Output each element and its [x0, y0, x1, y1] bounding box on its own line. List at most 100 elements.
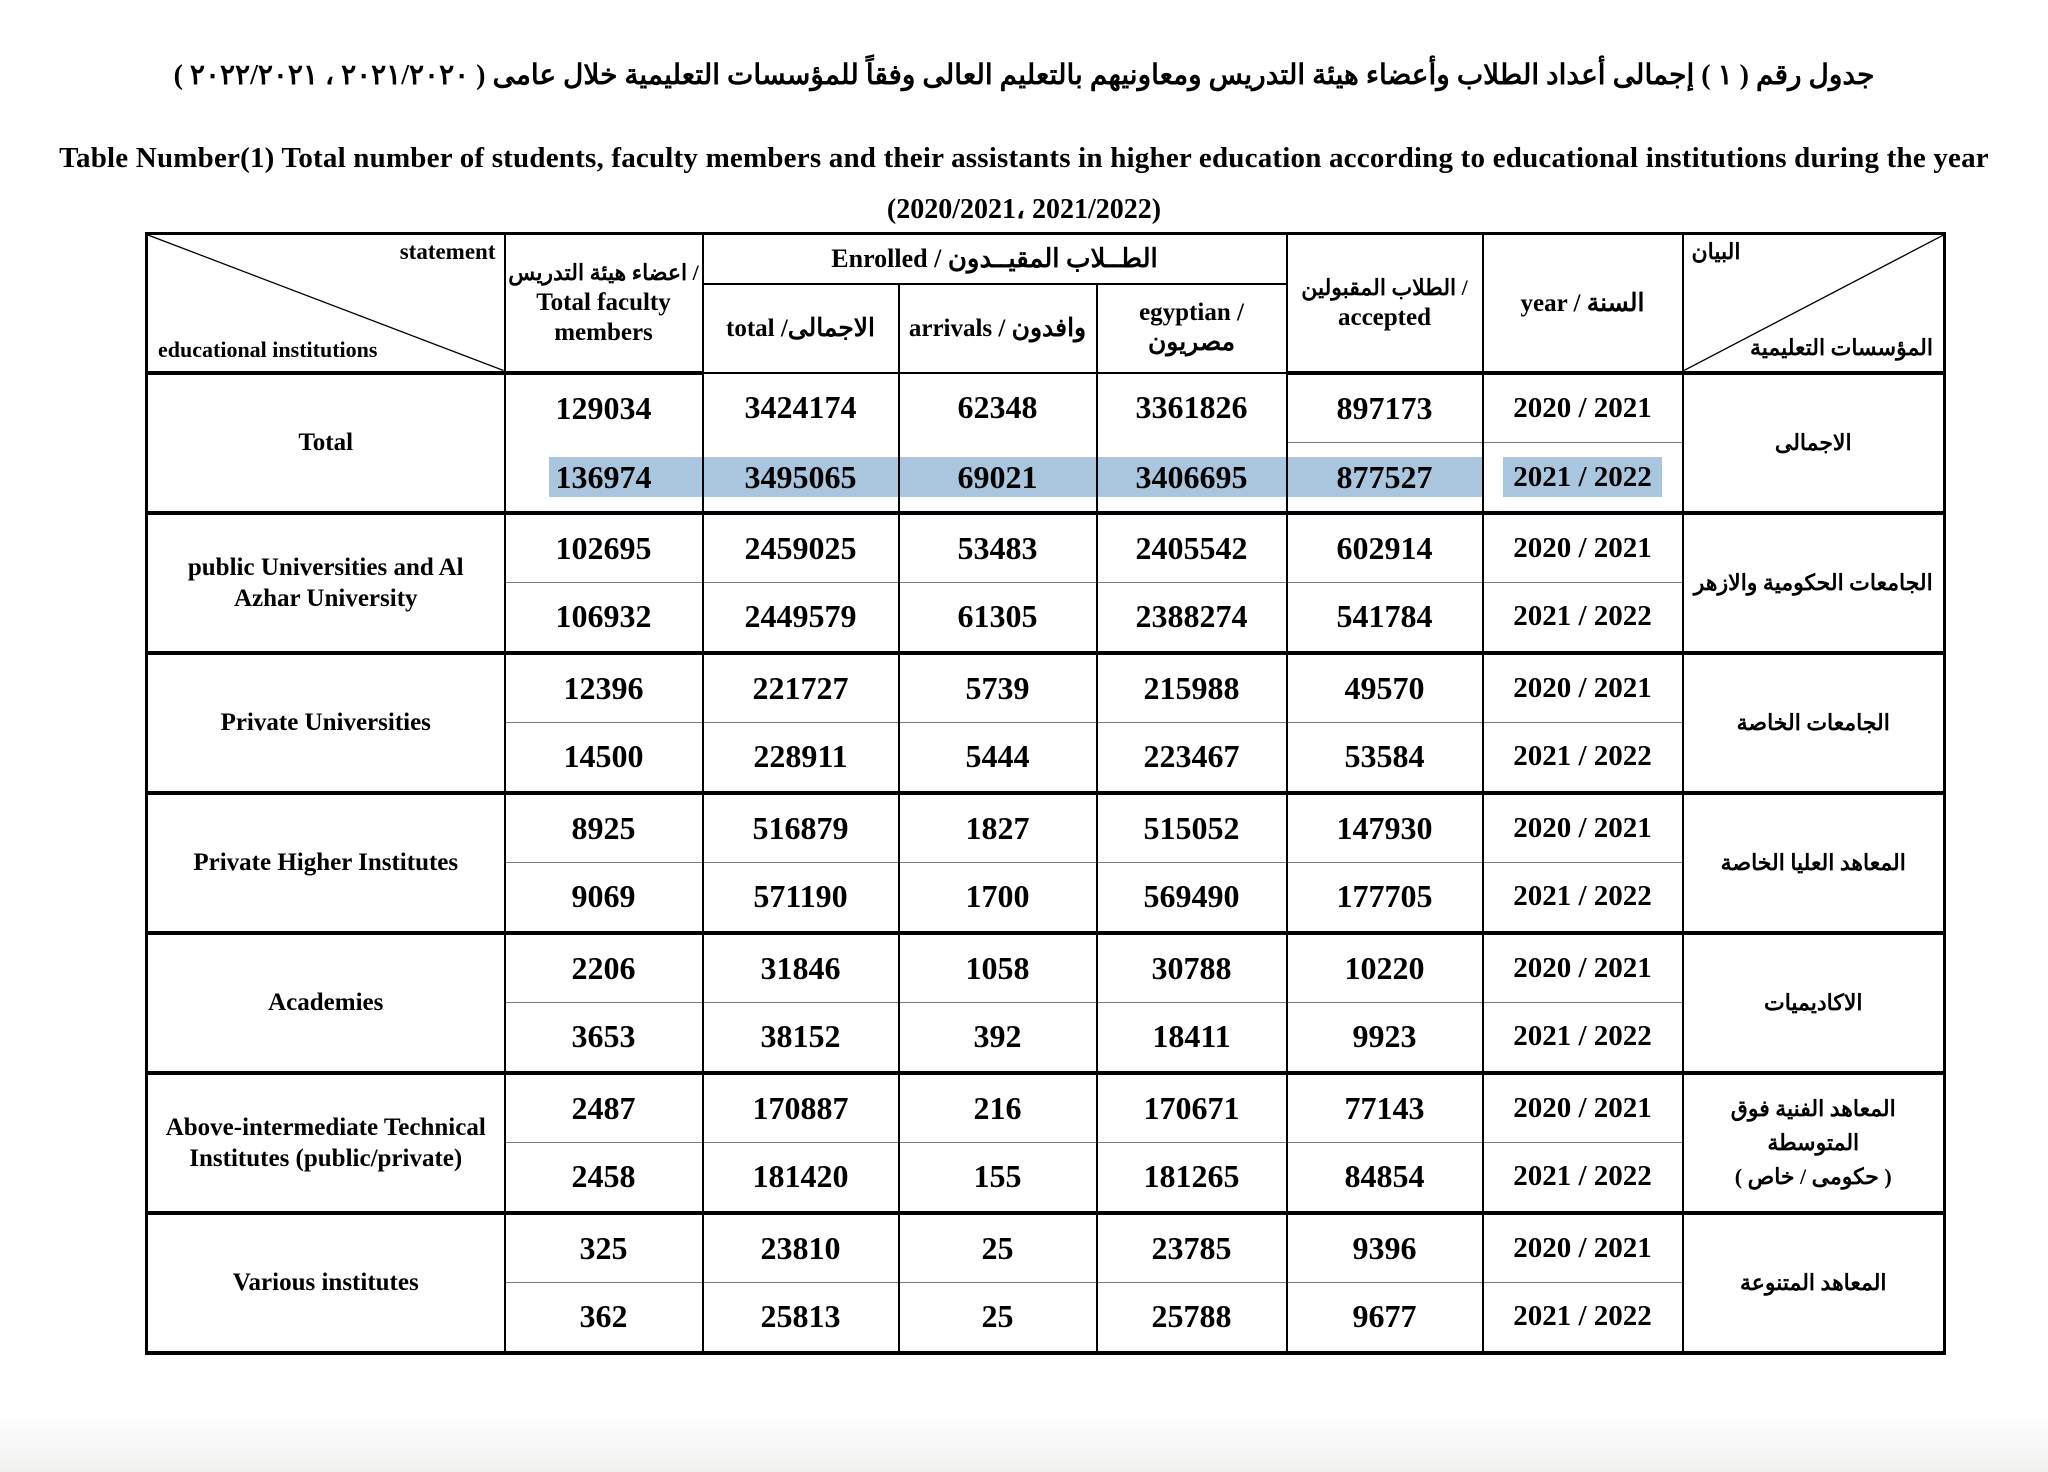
cell-arrivals: 392: [897, 1002, 1098, 1075]
header-bayan-cell: البيان المؤسسات التعليمية: [1681, 232, 1946, 375]
row-label-ar-technical-institutes: المعاهد الفنية فوق المتوسطة ( حكومى / خا…: [1681, 1071, 1946, 1215]
cell-arrivals: 5444: [897, 722, 1098, 795]
table-row-various-institutes-2020: Various institutes 325 23810 25 23785 93…: [145, 1211, 1946, 1355]
table-row-total-2021: 136974 3495065 69021 3406695 877527 2021…: [147, 442, 1945, 515]
cell-year-highlighted: 2021 / 2022: [1481, 442, 1684, 515]
table-row-various-institutes-2021: 362 25813 25 25788 9677 2021 / 2022: [147, 1282, 1945, 1355]
cell-year: 2021 / 2022: [1481, 1142, 1684, 1215]
cell-faculty: 2487: [503, 1071, 704, 1143]
cell-arrivals: 1827: [897, 791, 1098, 863]
table-row-public-universities-2020: public Universities and Al Azhar Univers…: [145, 511, 1946, 655]
cell-accepted: 53584: [1285, 722, 1484, 795]
table-row-private-universities-2020: Private Universities 12396 221727 5739 2…: [145, 651, 1946, 795]
cell-egyptian-highlighted: 3406695: [1095, 442, 1288, 515]
cell-accepted: 9677: [1285, 1282, 1484, 1355]
cell-arrivals: 62348: [897, 371, 1098, 443]
cell-accepted: 897173: [1285, 371, 1484, 443]
cell-egyptian: 2405542: [1095, 511, 1288, 583]
cell-total: 228911: [701, 722, 900, 795]
cell-faculty: 3653: [503, 1002, 704, 1075]
cell-accepted: 147930: [1285, 791, 1484, 863]
table-row-private-higher-institutes-2020: Private Higher Institutes 8925 516879 18…: [145, 791, 1946, 935]
cell-egyptian: 3361826: [1095, 371, 1288, 443]
row-label-en-public-universities: public Universities and Al Azhar Univers…: [145, 511, 506, 655]
header-arrivals-subcol: arrivals / وافدون: [897, 282, 1098, 374]
row-label-en-technical-institutes: Above-intermediate Technical Institutes …: [145, 1071, 506, 1215]
diagonal-line: [148, 235, 504, 371]
header-faculty-arabic: اعضاء هيئة التدريس /: [508, 259, 699, 285]
row-label-ar-total: الاجمالى: [1681, 371, 1946, 515]
cell-arrivals: 53483: [897, 511, 1098, 583]
cell-accepted: 541784: [1285, 582, 1484, 655]
cell-year: 2020 / 2021: [1481, 371, 1684, 443]
cell-faculty: 102695: [503, 511, 704, 583]
english-title: Table Number(1) Total number of students…: [59, 142, 1989, 174]
cell-total: 25813: [701, 1282, 900, 1355]
cell-year: 2020 / 2021: [1481, 1211, 1684, 1283]
header-egyptian-subcol: egyptian / مصريون: [1095, 282, 1288, 374]
header-bayan-label: البيان: [1691, 239, 1741, 264]
cell-year: 2020 / 2021: [1481, 931, 1684, 1003]
table-row-technical-institutes-2020: Above-intermediate Technical Institutes …: [145, 1071, 1946, 1215]
cell-arrivals: 155: [897, 1142, 1098, 1215]
table-row-total-2020: Total 129034 3424174 62348 3361826 89717…: [145, 371, 1946, 515]
header-accepted-arabic: الطلاب المقبولين /: [1301, 274, 1468, 300]
cell-year: 2020 / 2021: [1481, 1071, 1684, 1143]
cell-total: 38152: [701, 1002, 900, 1075]
cell-year: 2021 / 2022: [1481, 862, 1684, 935]
cell-accepted-highlighted: 877527: [1285, 442, 1484, 515]
cell-accepted: 77143: [1285, 1071, 1484, 1143]
cell-total: 31846: [701, 931, 900, 1003]
cell-total: 3424174: [701, 371, 900, 443]
cell-egyptian: 2388274: [1095, 582, 1288, 655]
english-title-years: (2020/2021، 2021/2022): [886, 194, 1162, 225]
cell-year: 2020 / 2021: [1481, 511, 1684, 583]
row-label-ar-private-higher-institutes: المعاهد العليا الخاصة: [1681, 791, 1946, 935]
header-accepted-english: accepted: [1337, 303, 1432, 331]
cell-faculty-highlighted: 136974: [503, 442, 704, 515]
cell-accepted: 9923: [1285, 1002, 1484, 1075]
row-label-en-academies: Academies: [145, 931, 506, 1075]
row-label-ar-line1: المعاهد الفنية فوق المتوسطة: [1730, 1095, 1896, 1155]
highlight-band: 877527: [1288, 456, 1481, 497]
diagonal-line: [1684, 235, 1944, 371]
header-faculty: اعضاء هيئة التدريس / Total faculty membe…: [503, 232, 704, 375]
header-educational-institutions-label: educational institutions: [158, 336, 378, 362]
cell-egyptian: 223467: [1095, 722, 1288, 795]
cell-accepted: 10220: [1285, 931, 1484, 1003]
table-row-private-higher-institutes-2021: 9069 571190 1700 569490 177705 2021 / 20…: [147, 862, 1945, 935]
table-row-public-universities-2021: 106932 2449579 61305 2388274 541784 2021…: [147, 582, 1945, 655]
cell-egyptian: 515052: [1095, 791, 1288, 863]
cell-arrivals: 25: [897, 1211, 1098, 1283]
cell-accepted: 84854: [1285, 1142, 1484, 1215]
cell-faculty: 2206: [503, 931, 704, 1003]
cell-accepted: 602914: [1285, 511, 1484, 583]
cell-total: 571190: [701, 862, 900, 935]
cell-egyptian: 23785: [1095, 1211, 1288, 1283]
cell-faculty: 8925: [503, 791, 704, 863]
page-bottom-shade: [0, 1414, 2048, 1472]
cell-accepted: 177705: [1285, 862, 1484, 935]
row-label-en-total: Total: [145, 371, 506, 515]
header-total-subcol: total /الاجمالى: [701, 282, 900, 374]
cell-faculty: 9069: [503, 862, 704, 935]
row-label-en-private-higher-institutes: Private Higher Institutes: [145, 791, 506, 935]
cell-total: 23810: [701, 1211, 900, 1283]
table-row-academies-2020: Academies 2206 31846 1058 30788 10220 20…: [145, 931, 1946, 1075]
row-label-ar-line2: ( حكومى / خاص ): [1734, 1163, 1892, 1189]
cell-faculty: 12396: [503, 651, 704, 723]
cell-total: 181420: [701, 1142, 900, 1215]
table-row-technical-institutes-2021: 2458 181420 155 181265 84854 2021 / 2022: [147, 1142, 1945, 1215]
cell-year: 2021 / 2022: [1481, 722, 1684, 795]
arabic-title: جدول رقم ( ١ ) إجمالى أعداد الطلاب وأعضا…: [173, 60, 1875, 91]
highlight-band: 69021: [900, 456, 1095, 497]
cell-total: 2449579: [701, 582, 900, 655]
highlight-band: 2021 / 2022: [1503, 456, 1662, 497]
header-statement-cell: statement educational institutions: [145, 232, 506, 375]
cell-arrivals: 216: [897, 1071, 1098, 1143]
highlight-band: 3495065: [704, 456, 897, 497]
cell-egyptian: 30788: [1095, 931, 1288, 1003]
cell-egyptian: 170671: [1095, 1071, 1288, 1143]
table-row-private-universities-2021: 14500 228911 5444 223467 53584 2021 / 20…: [147, 722, 1945, 795]
